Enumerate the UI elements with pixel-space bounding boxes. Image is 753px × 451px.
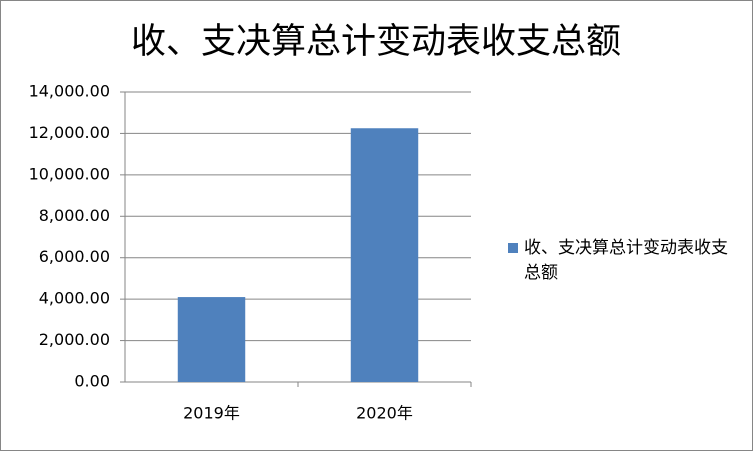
y-tick-label: 14,000.00 bbox=[29, 82, 110, 101]
x-tick-label: 2019年 bbox=[183, 404, 240, 423]
y-tick-label: 0.00 bbox=[74, 372, 110, 391]
bar bbox=[177, 297, 246, 382]
chart-title: 收、支决算总计变动表收支总额 bbox=[131, 22, 621, 62]
y-tick-label: 8,000.00 bbox=[39, 206, 110, 225]
legend-swatch bbox=[508, 243, 518, 253]
y-tick-label: 10,000.00 bbox=[29, 164, 110, 183]
bar bbox=[350, 128, 419, 382]
y-tick-label: 2,000.00 bbox=[39, 330, 110, 349]
legend-label: 收、支决算总计变动表收支总额 bbox=[524, 238, 728, 283]
y-tick-label: 4,000.00 bbox=[39, 289, 110, 308]
x-tick-label: 2020年 bbox=[356, 404, 413, 423]
y-tick-label: 12,000.00 bbox=[29, 123, 110, 142]
y-tick-label: 6,000.00 bbox=[39, 247, 110, 266]
